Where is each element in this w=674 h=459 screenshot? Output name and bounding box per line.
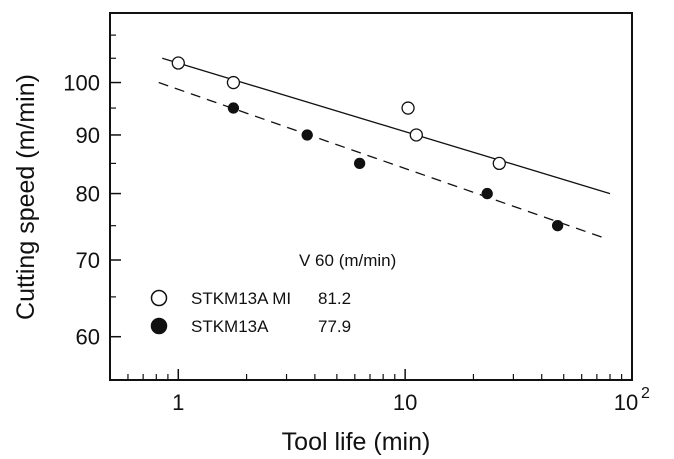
legend: V 60 (m/min) STKM13A MI 81.2 STKM13A 77.… — [150, 251, 396, 336]
x-axis-title: Tool life (min) — [282, 428, 431, 456]
filled-circle-point — [481, 187, 493, 200]
y-axis-title: Cutting speed (m/min) — [12, 74, 40, 320]
y-tick-label: 100 — [63, 71, 100, 96]
plot-frame — [109, 12, 633, 381]
legend-label-stkm13a-mi: STKM13A MI — [191, 289, 291, 308]
open-circle-point — [171, 56, 185, 70]
dashed-fit-line — [158, 81, 608, 240]
x-tick-label: 10 — [614, 390, 638, 415]
y-tick-label: 70 — [76, 248, 100, 273]
x-tick-label: 1 — [172, 390, 184, 415]
legend-open-circle-marker — [150, 289, 168, 307]
open-circle-point — [409, 128, 423, 142]
open-circle-point — [226, 75, 241, 90]
fit-lines — [158, 57, 611, 240]
legend-filled-circle-marker — [150, 317, 168, 335]
legend-value-stkm13a: 77.9 — [318, 317, 351, 336]
data-markers — [171, 56, 564, 232]
legend-header: V 60 (m/min) — [299, 251, 396, 270]
filled-circle-point — [551, 220, 564, 232]
axis-ticks — [110, 34, 633, 380]
legend-value-stkm13a-mi: 81.2 — [318, 289, 351, 308]
filled-circle-point — [227, 102, 240, 114]
filled-circle-point — [353, 157, 366, 170]
x-tick-label: 10 — [393, 390, 417, 415]
y-tick-label: 60 — [76, 325, 100, 350]
x-tick-label-exponent: 2 — [641, 385, 650, 402]
open-circle-point — [401, 101, 415, 115]
legend-label-stkm13a: STKM13A — [191, 317, 269, 336]
filled-circle-point — [301, 129, 313, 141]
y-tick-label: 80 — [76, 182, 100, 207]
y-tick-label: 90 — [76, 123, 100, 148]
open-circle-point — [492, 156, 506, 171]
